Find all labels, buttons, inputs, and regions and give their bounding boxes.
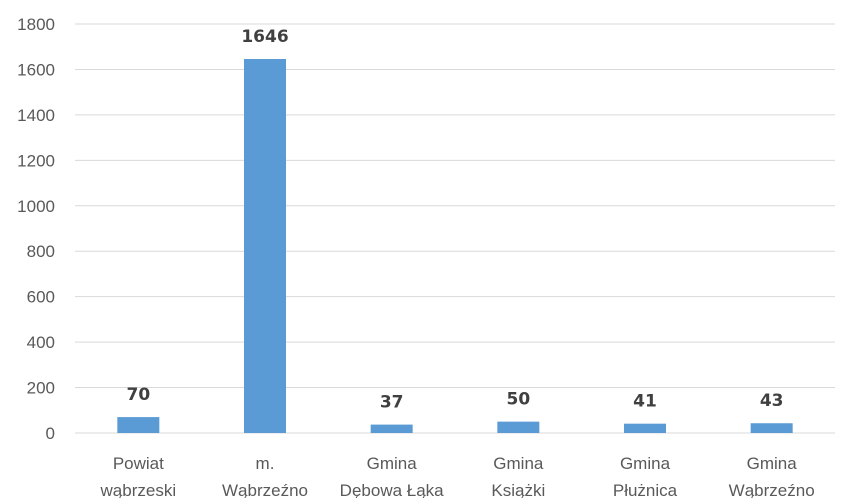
y-tick-label: 400 bbox=[27, 333, 55, 352]
category-label-line: Płużnica bbox=[613, 481, 678, 498]
category-label-line: Gmina bbox=[620, 454, 671, 473]
data-labels: 70 1646 37 50 41 43 bbox=[126, 27, 783, 413]
category-label-line: m. bbox=[256, 454, 275, 473]
bar bbox=[370, 424, 413, 433]
bars bbox=[117, 58, 793, 434]
y-tick-label: 1400 bbox=[17, 106, 55, 125]
category-label-line: Dębowa Łąka bbox=[340, 481, 445, 498]
category-label: Gmina Płużnica bbox=[613, 454, 678, 498]
y-axis-ticks: 0 200 400 600 800 1000 1200 1400 1600 1800 bbox=[17, 15, 55, 443]
category-label: Gmina Dębowa Łąka bbox=[340, 454, 445, 498]
bar bbox=[117, 417, 160, 433]
bar bbox=[750, 423, 793, 433]
category-labels: Powiat wąbrzeski m. Wąbrzeźno Gmina Dębowa Łą… bbox=[100, 454, 815, 498]
category-label-line: Powiat bbox=[113, 454, 164, 473]
y-tick-label: 600 bbox=[27, 288, 55, 307]
category-label-line: Gmina bbox=[747, 454, 798, 473]
data-label: 50 bbox=[506, 390, 530, 410]
category-label: Gmina Książki bbox=[491, 454, 545, 498]
y-tick-label: 0 bbox=[46, 424, 55, 443]
y-tick-label: 1000 bbox=[17, 197, 55, 216]
y-tick-label: 800 bbox=[27, 242, 55, 261]
bar bbox=[244, 58, 286, 434]
category-label: Gmina Wąbrzeźno bbox=[729, 454, 815, 498]
data-label: 43 bbox=[760, 391, 784, 411]
category-label-line: Książki bbox=[491, 481, 545, 498]
bar bbox=[497, 421, 540, 433]
y-tick-label: 200 bbox=[27, 379, 55, 398]
category-label-line: Gmina bbox=[493, 454, 544, 473]
data-label: 37 bbox=[380, 393, 404, 413]
y-tick-label: 1200 bbox=[17, 151, 55, 170]
gridlines bbox=[75, 23, 835, 434]
category-label-line: Wąbrzeźno bbox=[222, 481, 308, 498]
data-label: 41 bbox=[633, 392, 657, 412]
bar bbox=[624, 423, 666, 433]
category-label-line: Gmina bbox=[367, 454, 418, 473]
data-label: 70 bbox=[126, 385, 150, 405]
category-label-line: wąbrzeski bbox=[100, 481, 177, 498]
category-label: m. Wąbrzeźno bbox=[222, 454, 308, 498]
data-label: 1646 bbox=[241, 27, 288, 47]
category-label: Powiat wąbrzeski bbox=[100, 454, 177, 498]
y-tick-label: 1600 bbox=[17, 60, 55, 79]
category-label-line: Wąbrzeźno bbox=[729, 481, 815, 498]
y-tick-label: 1800 bbox=[17, 15, 55, 34]
